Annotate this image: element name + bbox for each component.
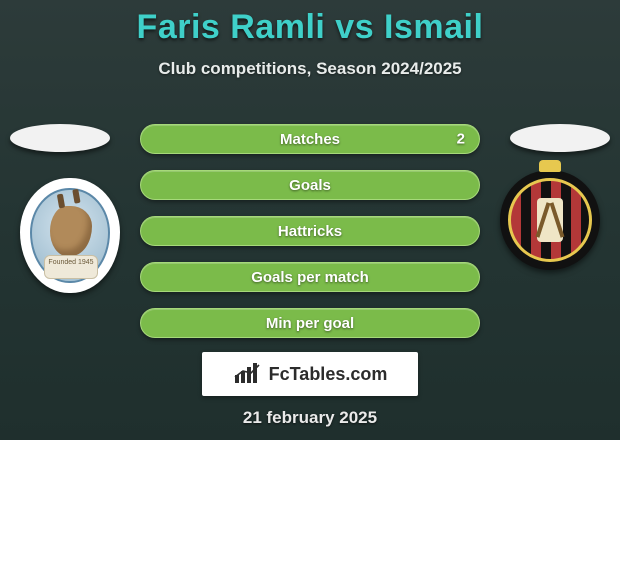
crest-inner bbox=[508, 178, 592, 262]
stat-label: Matches bbox=[280, 131, 340, 148]
stat-row-hattricks: Hattricks bbox=[140, 216, 480, 246]
date-label: 21 february 2025 bbox=[0, 408, 620, 428]
crest-banner: Founded 1945 bbox=[44, 255, 98, 279]
stat-row-goals: Goals bbox=[140, 170, 480, 200]
stat-row-min-per-goal: Min per goal bbox=[140, 308, 480, 338]
stat-label: Min per goal bbox=[266, 315, 354, 332]
brand-text: FcTables.com bbox=[269, 364, 388, 385]
brand-badge[interactable]: FcTables.com bbox=[202, 352, 418, 396]
crest-emblem-icon bbox=[537, 198, 563, 242]
left-team-crest: Founded 1945 bbox=[20, 178, 120, 293]
stat-row-matches: Matches 2 bbox=[140, 124, 480, 154]
bars-icon bbox=[233, 363, 263, 385]
subtitle: Club competitions, Season 2024/2025 bbox=[0, 59, 620, 79]
comparison-panel: Faris Ramli vs Ismail Club competitions,… bbox=[0, 0, 620, 440]
right-team-crest bbox=[500, 170, 600, 285]
right-oval-placeholder bbox=[510, 124, 610, 152]
stat-value-right: 2 bbox=[457, 131, 465, 148]
shield-icon bbox=[500, 170, 600, 270]
stat-label: Goals per match bbox=[251, 269, 369, 286]
stat-label: Goals bbox=[289, 177, 331, 194]
left-oval-placeholder bbox=[10, 124, 110, 152]
shield-icon: Founded 1945 bbox=[20, 178, 120, 293]
stats-list: Matches 2 Goals Hattricks Goals per matc… bbox=[140, 124, 480, 354]
stat-row-goals-per-match: Goals per match bbox=[140, 262, 480, 292]
stat-label: Hattricks bbox=[278, 223, 342, 240]
page-title: Faris Ramli vs Ismail bbox=[0, 0, 620, 47]
